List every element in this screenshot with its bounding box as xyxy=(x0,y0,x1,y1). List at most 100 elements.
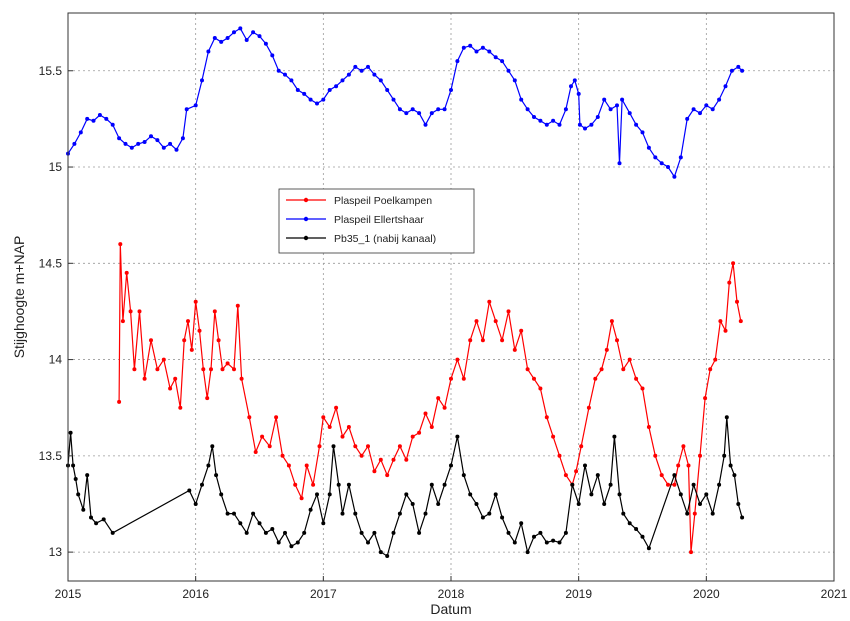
data-point xyxy=(487,299,492,304)
data-point xyxy=(557,453,562,458)
data-point xyxy=(659,161,664,166)
data-point xyxy=(544,415,549,420)
data-point xyxy=(468,43,473,48)
data-point xyxy=(340,78,345,83)
legend-label: Plaspeil Ellertshaar xyxy=(334,214,424,226)
data-point xyxy=(621,511,626,516)
data-point xyxy=(646,546,651,551)
data-point xyxy=(353,511,358,516)
data-point xyxy=(544,540,549,545)
data-point xyxy=(174,147,179,152)
legend-label: Plaspeil Poelkampen xyxy=(334,195,432,207)
data-point xyxy=(532,376,536,381)
data-point xyxy=(612,434,617,439)
data-point xyxy=(214,473,219,478)
data-point xyxy=(627,521,632,526)
data-point xyxy=(184,107,189,112)
data-point xyxy=(385,88,390,92)
data-point xyxy=(263,41,268,46)
data-point xyxy=(193,299,198,304)
data-point xyxy=(280,453,285,458)
data-point xyxy=(385,554,390,558)
data-point xyxy=(321,415,326,420)
data-point xyxy=(532,115,536,119)
data-point xyxy=(710,107,715,112)
data-point xyxy=(201,367,206,372)
data-point xyxy=(225,361,230,366)
data-point xyxy=(372,530,377,535)
data-point xyxy=(286,463,291,468)
data-point xyxy=(340,434,345,439)
data-point xyxy=(659,473,664,478)
data-point xyxy=(449,376,453,381)
data-point xyxy=(404,111,409,116)
data-point xyxy=(724,415,729,420)
data-point xyxy=(118,242,123,247)
data-point xyxy=(366,540,370,545)
data-point xyxy=(91,118,96,123)
data-point xyxy=(436,107,441,112)
data-point xyxy=(738,319,743,324)
legend-marker xyxy=(303,197,309,203)
data-point xyxy=(372,72,377,77)
data-point xyxy=(551,434,556,439)
data-point xyxy=(500,59,505,64)
data-point xyxy=(378,457,383,462)
data-point xyxy=(570,482,575,487)
y-tick-label: 15 xyxy=(49,160,63,174)
data-point xyxy=(608,482,613,487)
data-point xyxy=(736,64,741,69)
data-point xyxy=(519,521,524,526)
data-point xyxy=(493,492,498,497)
data-point xyxy=(304,463,309,468)
data-point xyxy=(235,303,240,308)
data-point xyxy=(640,534,645,539)
data-point xyxy=(89,515,93,520)
data-point xyxy=(71,463,76,468)
data-point xyxy=(634,527,639,531)
data-point xyxy=(615,338,619,343)
data-point xyxy=(646,145,651,150)
data-point xyxy=(455,357,460,362)
data-point xyxy=(336,482,341,487)
data-point xyxy=(480,45,485,50)
data-point xyxy=(579,444,584,449)
data-point xyxy=(589,492,594,497)
data-point xyxy=(423,411,428,416)
data-point xyxy=(551,538,556,543)
x-tick-label: 2015 xyxy=(55,587,82,601)
data-point xyxy=(436,396,441,401)
data-point xyxy=(727,280,732,285)
data-point xyxy=(168,141,173,146)
data-point xyxy=(244,530,249,535)
data-point xyxy=(583,463,587,468)
data-point xyxy=(731,261,736,266)
plot-area xyxy=(68,13,834,581)
data-point xyxy=(321,97,326,102)
data-point xyxy=(149,134,153,139)
data-point xyxy=(634,122,639,127)
data-point xyxy=(512,78,517,83)
data-point xyxy=(276,68,281,73)
data-point xyxy=(713,357,718,362)
data-point xyxy=(525,550,530,555)
data-point xyxy=(219,39,224,44)
data-point xyxy=(239,376,244,381)
data-point xyxy=(519,97,524,102)
x-tick-label: 2016 xyxy=(182,587,209,601)
data-point xyxy=(161,357,166,362)
legend-marker xyxy=(303,235,309,241)
data-point xyxy=(698,502,702,506)
data-point xyxy=(206,49,211,54)
data-point xyxy=(563,530,568,535)
data-point xyxy=(270,53,275,58)
data-point xyxy=(621,367,626,372)
data-point xyxy=(210,444,215,449)
x-tick-label: 2017 xyxy=(310,587,337,601)
data-point xyxy=(593,376,598,381)
data-point xyxy=(461,45,466,50)
data-point xyxy=(512,347,517,352)
y-tick-label: 13 xyxy=(49,545,63,559)
data-point xyxy=(634,376,639,381)
data-point xyxy=(681,444,686,449)
